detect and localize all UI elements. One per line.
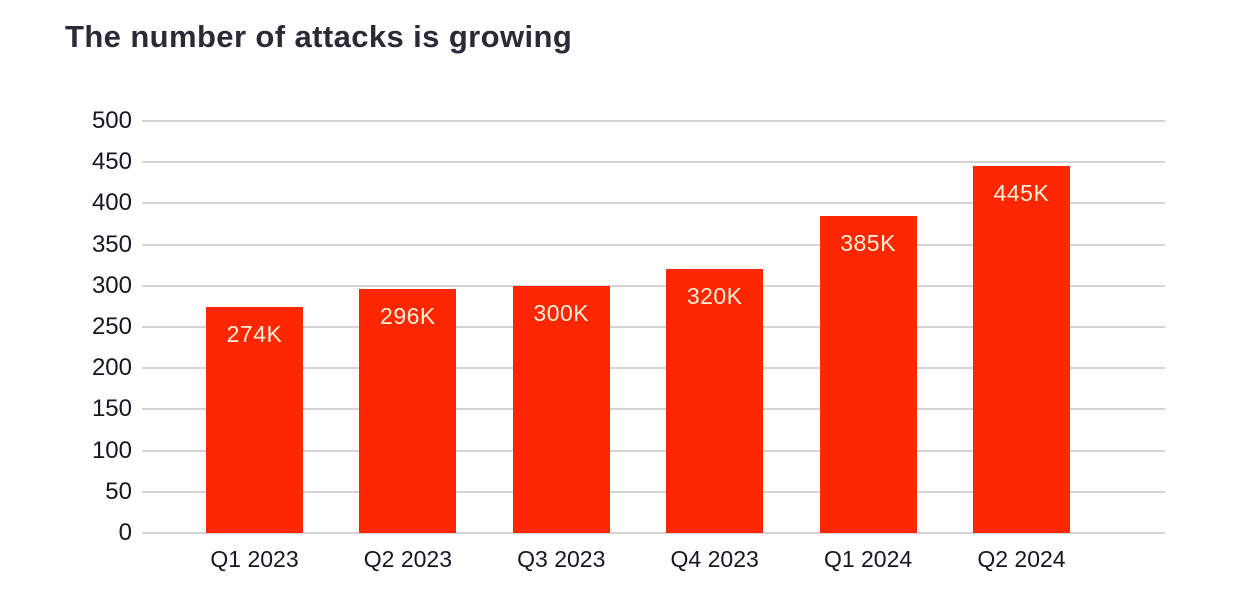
bars-row: 274K 296K 300K 320K 385K 445K <box>142 121 1165 533</box>
bar-q1-2023: 274K <box>206 307 303 533</box>
bar-value-label: 445K <box>993 180 1050 207</box>
y-tick-label: 0 <box>118 519 132 546</box>
y-axis: 0 50 100 150 200 250 300 350 400 450 500 <box>40 107 132 546</box>
chart-title: The number of attacks is growing <box>65 19 573 54</box>
y-tick-label: 200 <box>91 354 132 382</box>
bar-q4-2023: 320K <box>666 269 764 533</box>
bar-q2-2024: 445K <box>972 166 1070 533</box>
x-tick-label: Q3 2023 <box>517 546 606 572</box>
bar-q3-2023: 300K <box>512 285 610 533</box>
bar-value-label: 274K <box>226 321 283 348</box>
bar-value-label: 296K <box>380 303 436 330</box>
bar-value-label: 385K <box>840 229 896 256</box>
x-tick-label: Q4 2023 <box>670 546 759 572</box>
y-tick-label: 300 <box>91 271 132 299</box>
y-tick-label: 400 <box>91 189 132 217</box>
gridline <box>142 120 1165 122</box>
gridline <box>142 408 1165 411</box>
y-tick-label: 100 <box>91 436 132 464</box>
gridline <box>142 326 1165 328</box>
gridline <box>142 490 1165 493</box>
x-tick-label: Q1 2023 <box>210 546 299 572</box>
y-tick-label: 450 <box>91 148 132 176</box>
bar-q1-2024: 385K <box>819 215 917 533</box>
bar-value-label: 320K <box>686 283 743 310</box>
plot-area: 274K 296K 300K 320K 385K 445K <box>142 120 1165 534</box>
x-tick-label: Q2 2023 <box>363 546 453 572</box>
x-axis: Q1 2023 Q2 2023 Q3 2023 Q4 2023 Q1 2024 Q2 20… <box>142 546 1165 580</box>
y-tick-label: 250 <box>91 313 132 340</box>
gridline <box>142 202 1165 205</box>
gridline <box>142 367 1165 370</box>
gridline <box>142 161 1165 164</box>
bar-q2-2023: 296K <box>359 289 457 533</box>
x-tick-label: Q1 2024 <box>823 546 913 572</box>
y-tick-label: 500 <box>91 107 132 134</box>
bar-value-label: 300K <box>533 299 590 326</box>
gridline <box>142 284 1165 287</box>
gridline <box>142 449 1165 452</box>
y-tick-label: 350 <box>91 230 132 258</box>
gridline <box>142 532 1165 534</box>
gridline <box>142 243 1165 246</box>
y-tick-label: 150 <box>91 395 132 423</box>
y-tick-label: 50 <box>105 477 132 505</box>
x-tick-label: Q2 2024 <box>977 546 1066 572</box>
